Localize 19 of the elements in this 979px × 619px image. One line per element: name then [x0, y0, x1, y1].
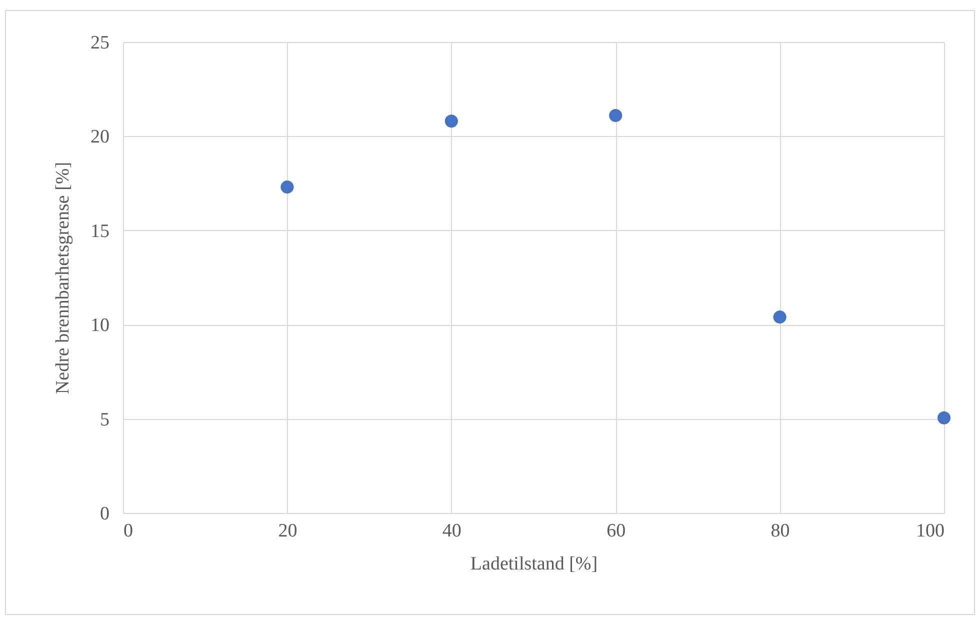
point: [773, 310, 786, 324]
y-tick-label: 25: [90, 32, 110, 54]
point: [937, 411, 951, 424]
x-tick-label: 40: [442, 520, 462, 542]
x-tick-label: 0: [124, 520, 133, 542]
x-tick-label: 20: [278, 520, 298, 542]
y-tick-label: 5: [100, 409, 110, 430]
point: [444, 114, 458, 128]
y-tick-label: 0: [100, 504, 110, 524]
x-tick-label: 80: [770, 520, 790, 542]
y-tick-label: 10: [90, 315, 110, 336]
y-tick-label: 15: [90, 220, 110, 242]
x-tick-label: 60: [606, 520, 626, 542]
point: [609, 108, 622, 122]
x-axis-title: Ladetilstand [%]: [470, 554, 598, 574]
x-tick-label: 100: [916, 520, 944, 542]
y-tick-label: 20: [90, 126, 110, 148]
y-axis-title: Nedre brennbarhetsgrense [%]: [52, 162, 74, 394]
point: [280, 180, 294, 194]
